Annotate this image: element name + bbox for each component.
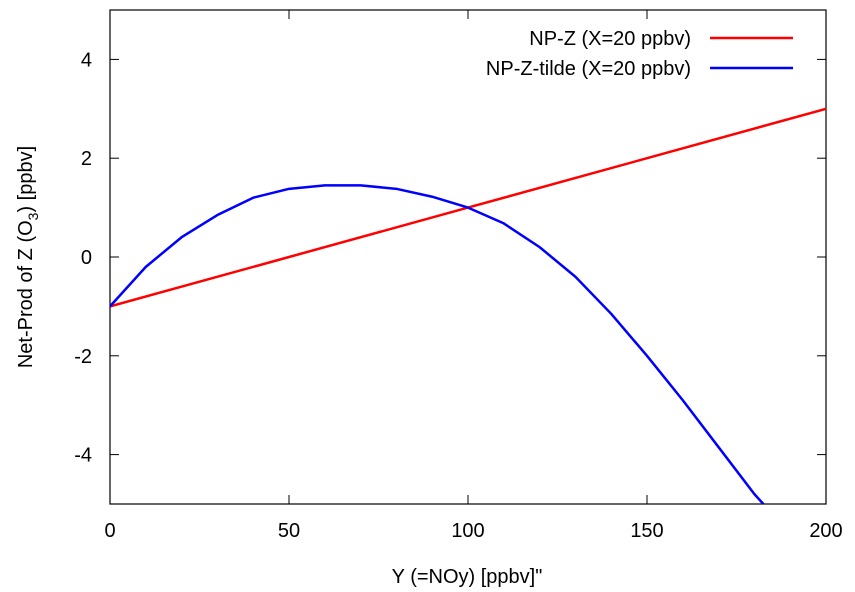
legend: NP-Z (X=20 ppbv) NP-Z-tilde (X=20 ppbv) [486, 28, 793, 80]
plot-area [109, 9, 827, 505]
y-axis: -4 -2 0 2 4 [74, 49, 826, 467]
x-axis-label: Y (=NOy) [ppbv]" [392, 566, 543, 588]
series-layer [110, 107, 826, 504]
plot-frame [109, 9, 827, 505]
series-line-2 [110, 184, 765, 504]
y-tick-label: 4 [81, 49, 92, 71]
y-tick-label: -4 [74, 445, 92, 467]
x-tick-label: 50 [278, 520, 300, 542]
x-tick-label: 0 [104, 520, 115, 542]
y-axis-label: Net-Prod of Z (O3) [ppbv] [15, 146, 41, 368]
legend-label: NP-Z (X=20 ppbv) [529, 28, 691, 50]
x-tick-label: 100 [451, 520, 484, 542]
x-tick-label: 200 [809, 520, 842, 542]
y-tick-label: 0 [81, 247, 92, 269]
y-tick-label: 2 [81, 148, 92, 170]
legend-label: NP-Z-tilde (X=20 ppbv) [486, 58, 691, 80]
x-tick-label: 150 [630, 520, 663, 542]
x-axis: 0 50 100 150 200 [104, 10, 843, 542]
y-tick-label: -2 [74, 346, 92, 368]
